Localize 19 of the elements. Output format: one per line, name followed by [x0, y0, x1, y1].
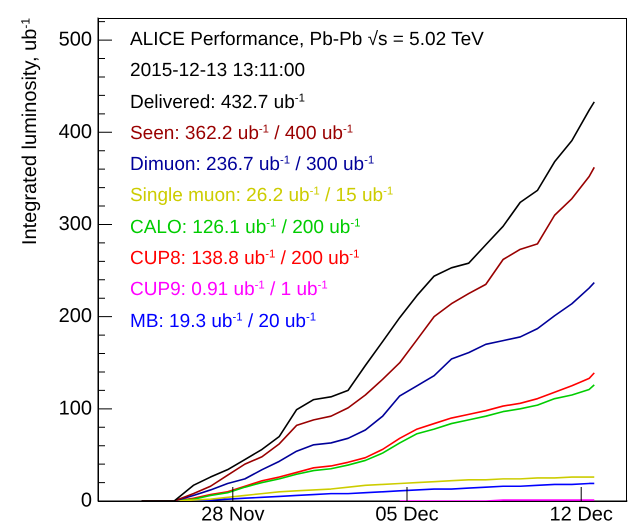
- text: CALO: 126.1 ub$^{-1}$ / 200 ub$^{-1}$: [130, 216, 362, 240]
- text: Seen: 362.2 ub$^{-1}$ / 400 ub$^{-1}$: [130, 122, 354, 146]
- y-tick-label: 100: [58, 397, 92, 420]
- text: MB: 19.3 ub$^{-1}$ / 20 ub$^{-1}$: [130, 310, 318, 334]
- text: ALICE Performance, Pb-Pb √s = 5.02 TeV: [130, 28, 484, 52]
- x-tick-label: 28 Nov: [201, 504, 264, 526]
- text: CUP8: 138.8 ub$^{-1}$ / 200 ub$^{-1}$: [130, 247, 360, 272]
- text: Single muon: 26.2 ub$^{-1}$ / 15 ub$^{-1}$: [130, 184, 394, 208]
- y-tick-label: 500: [58, 28, 92, 51]
- x-tick-label: 12 Dec: [550, 504, 613, 526]
- y-tick-label: 0: [80, 490, 92, 512]
- y-tick-label: 400: [58, 120, 92, 143]
- x-tick-label: 05 Dec: [375, 504, 439, 526]
- y-tick-label: 300: [58, 212, 92, 235]
- text: Delivered: 432.7 ub$^{-1}$: [130, 90, 306, 115]
- text: Dimuon: 236.7 ub$^{-1}$ / 300 ub$^{-1}$: [130, 153, 376, 178]
- text: 2015-12-13 13:11:00: [130, 59, 306, 84]
- y-tick-label: 200: [58, 305, 92, 328]
- text: CUP9: 0.91 ub$^{-1}$ / 1 ub$^{-1}$: [130, 278, 329, 302]
